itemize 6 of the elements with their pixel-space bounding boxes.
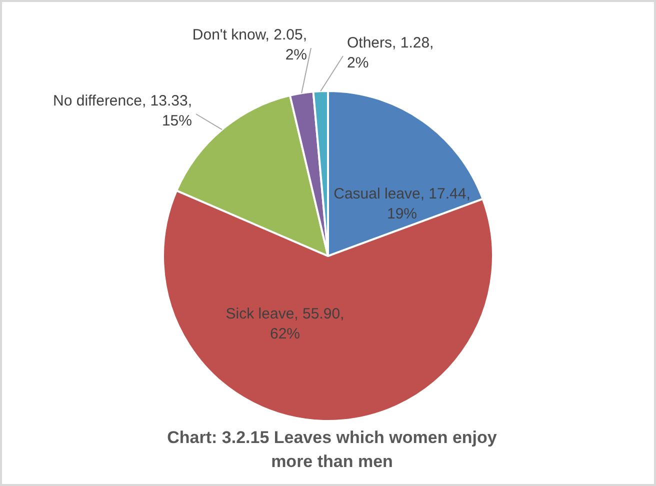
text: Chart: 3.2.15 Leaves which women enjoy more than men (166, 427, 498, 473)
slice-label: No difference, 13.33, 15% (53, 92, 192, 130)
slice-label: Don't know, 2.05, 2% (192, 26, 307, 64)
slice-label: Others, 1.28, 2% (347, 34, 434, 72)
slice-label: Sick leave, 55.90, 62% (226, 306, 344, 343)
slice-label: Casual leave, 17.44, 19% (334, 186, 470, 223)
